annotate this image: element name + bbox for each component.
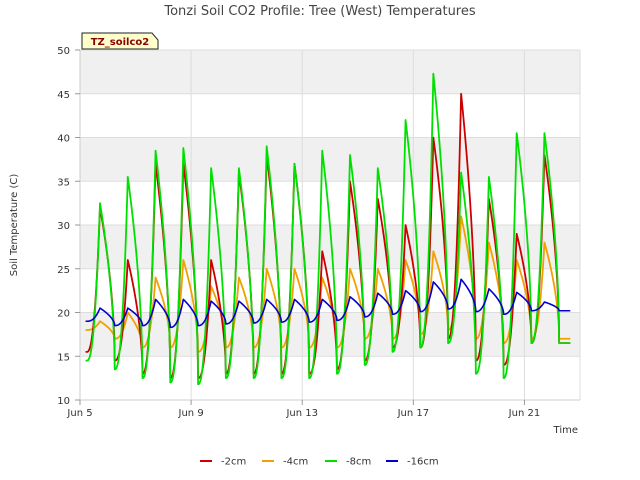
y-tick-label: 50 [57,46,70,57]
y-tick-label: 40 [57,134,70,145]
legend: -2cm -4cm -8cm -16cm [200,457,439,468]
x-axis-label: Time [553,425,578,436]
series-line-minus-8cm [84,72,571,386]
plot-band [80,137,580,182]
x-tick-label: Jun 17 [397,408,430,419]
chart-title: Tonzi Soil CO2 Profile: Tree (West) Temp… [163,4,476,19]
x-tick-label: Jun 9 [178,408,204,419]
series-line-minus-16cm [85,278,571,329]
x-tick-label: Jun 21 [508,408,541,419]
y-tick-labels: 10 15 20 25 30 35 40 45 50 [57,46,80,407]
x-tick-label: Jun 5 [66,408,92,419]
plot-band [80,312,580,357]
plot-band [80,50,580,94]
y-tick-label: 35 [57,177,70,188]
source-badge-label: TZ_soilco2 [91,37,150,48]
y-tick-label: 20 [57,309,70,320]
x-tick-label: Jun 13 [285,408,318,419]
y-tick-label: 25 [57,265,70,276]
legend-label: -2cm [221,457,246,468]
series-lines [84,72,571,386]
y-tick-label: 15 [57,352,70,363]
y-axis-label: Soil Temperature (C) [9,174,20,277]
x-tick-labels: Jun 5 Jun 9 Jun 13 Jun 17 Jun 21 [66,400,540,419]
source-badge: TZ_soilco2 [81,32,159,50]
y-tick-label: 30 [57,221,70,232]
legend-label: -16cm [407,457,439,468]
legend-label: -8cm [346,457,371,468]
legend-label: -4cm [283,457,308,468]
y-tick-label: 45 [57,90,70,101]
y-tick-label: 10 [57,396,70,407]
